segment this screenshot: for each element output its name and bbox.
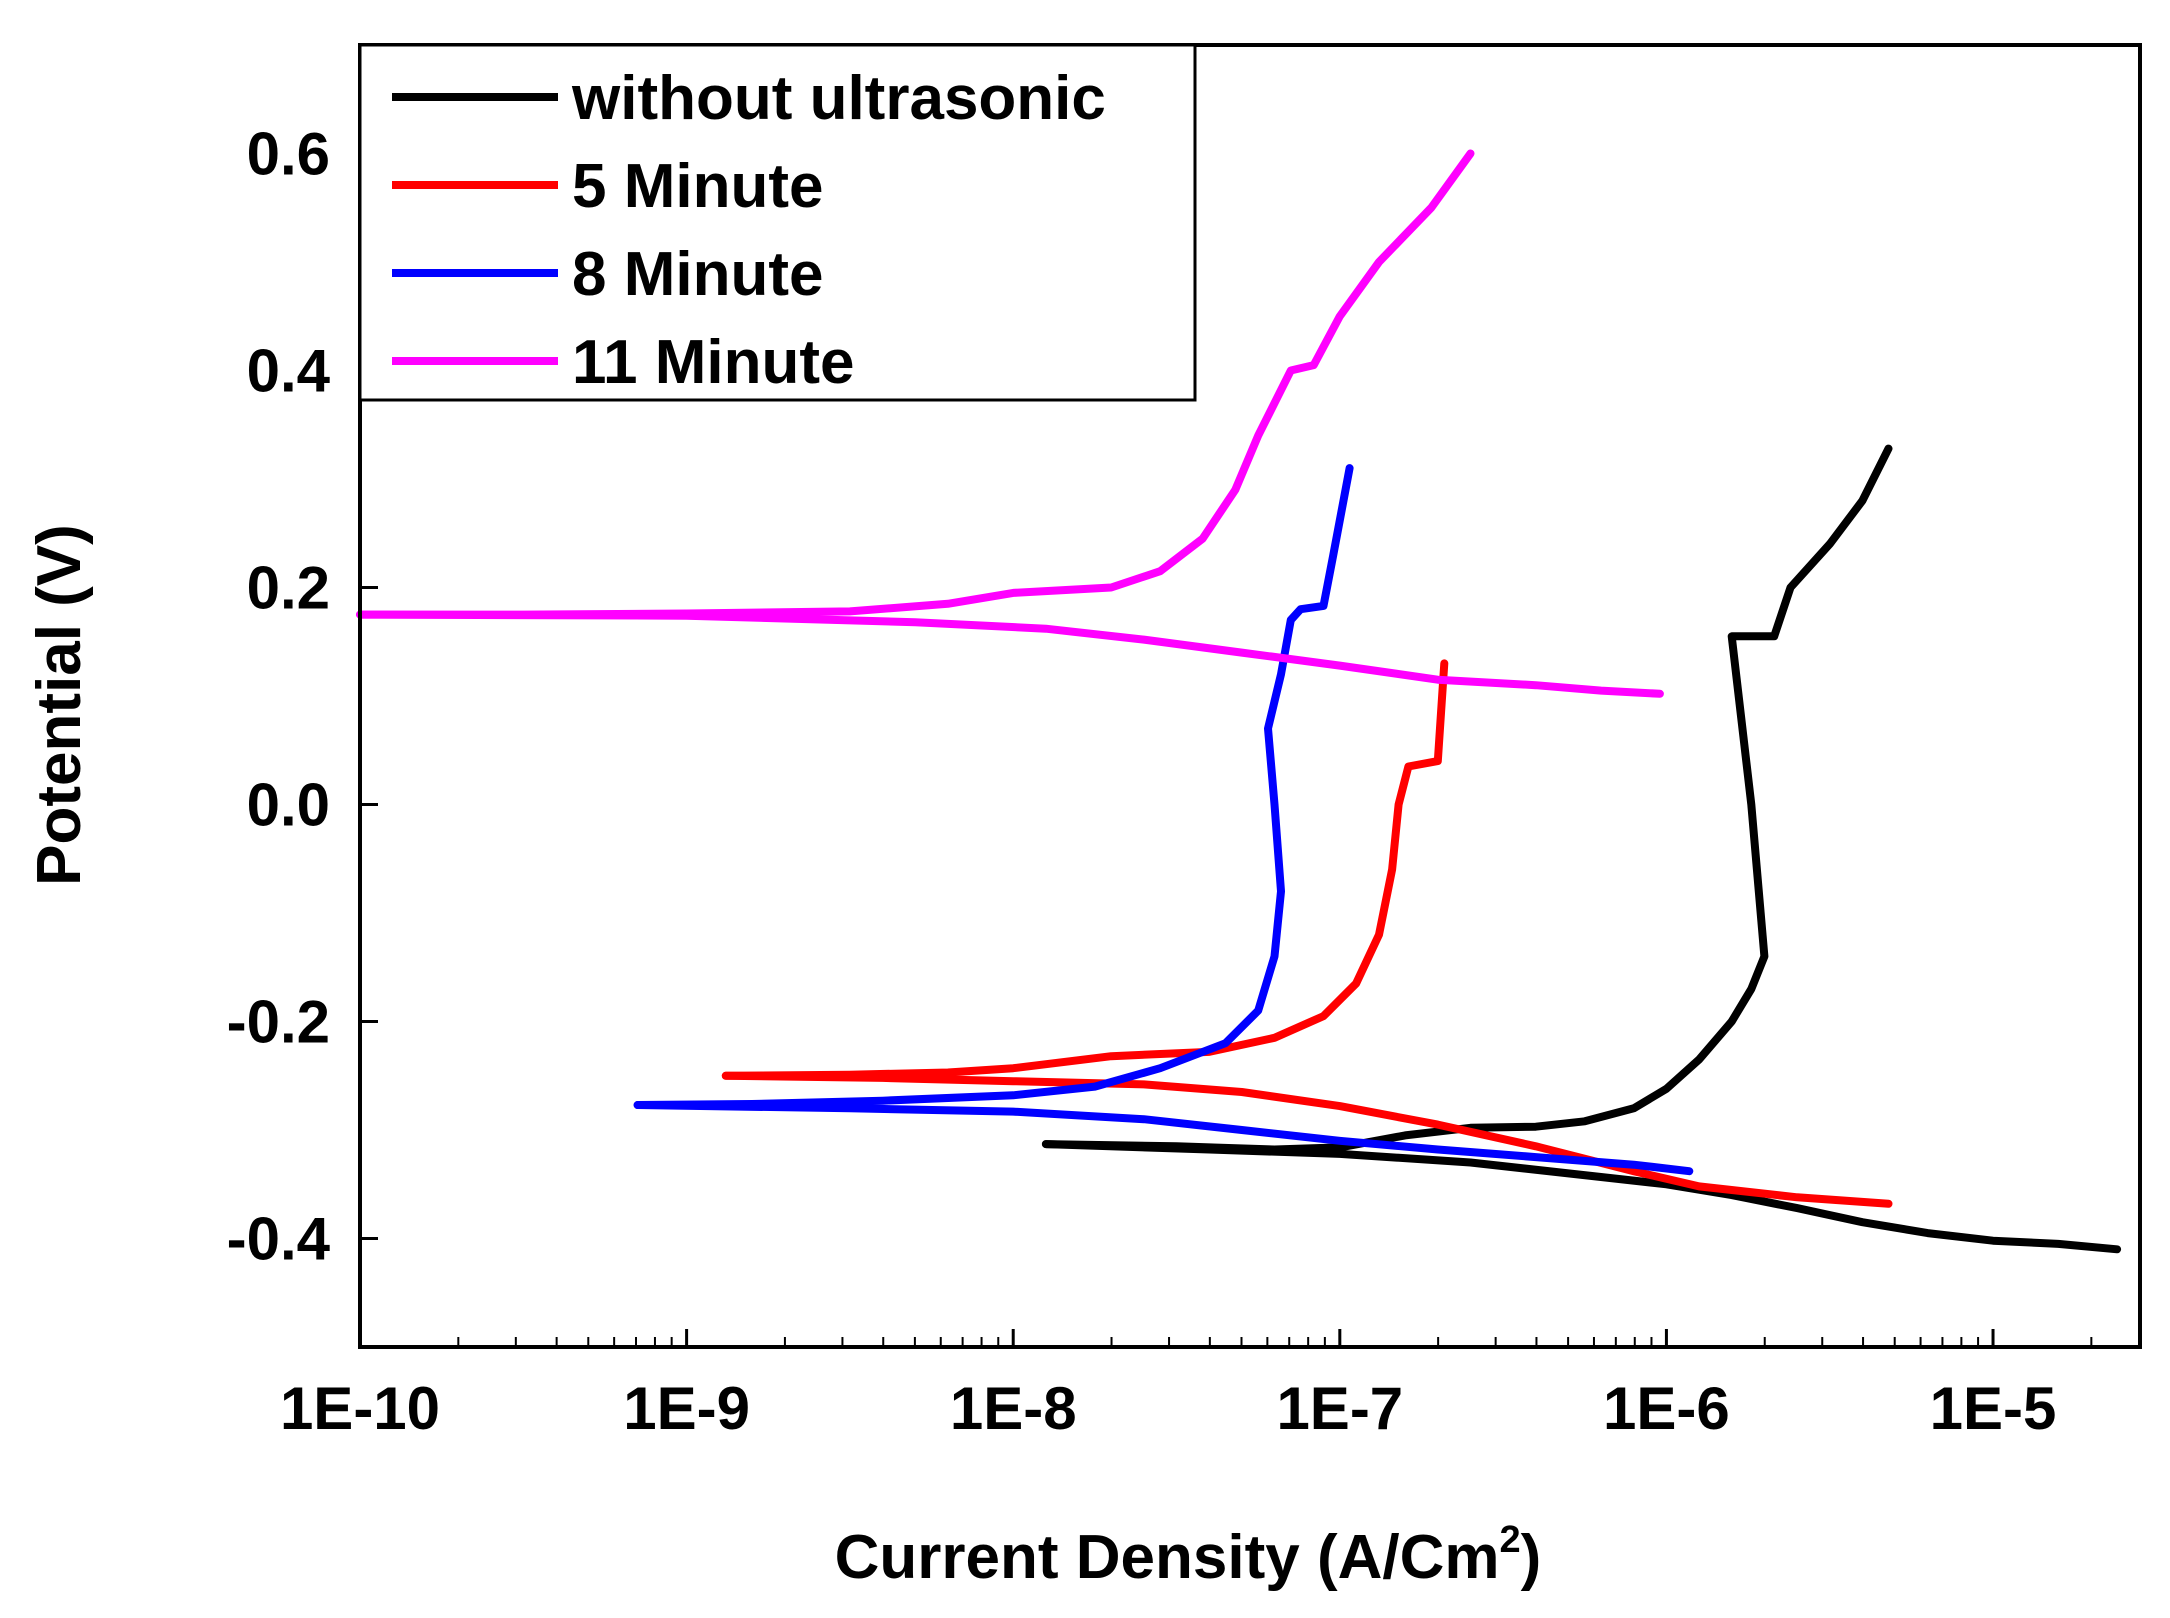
legend-box: [358, 43, 1197, 402]
x-tick-label: 1E-9: [623, 1375, 750, 1442]
legend-label: 5 Minute: [572, 152, 823, 221]
x-tick-label: 1E-10: [280, 1375, 440, 1442]
x-tick-label: 1E-8: [950, 1375, 1077, 1442]
series-line-7: [356, 610, 1664, 698]
plot-frame: [358, 43, 2142, 1349]
legend-label: without ultrasonic: [571, 64, 1106, 133]
ticks-layer: 1E-10 1E-9 1E-8 1E-7 1E-6 1E-5 -0.4 -0.2 0.0 0.2 0…: [227, 121, 2093, 1442]
y-tick-label: 0.6: [247, 121, 330, 188]
x-axis-title-superscript: 2: [1500, 1519, 1521, 1561]
y-axis-title: Potential (V): [25, 524, 94, 886]
x-axis-title-end: ): [1521, 1523, 1542, 1592]
y-tick-label: 0.2: [247, 555, 330, 622]
x-axis-title-main: Current Density (A/Cm: [835, 1523, 1500, 1592]
legend-label: 11 Minute: [572, 328, 855, 397]
legend: without ultrasonic 5 Minute 8 Minute 11 Min…: [358, 43, 1197, 402]
y-tick-label: 0.4: [247, 338, 331, 405]
x-tick-label: 1E-7: [1276, 1375, 1403, 1442]
series-line-2: [721, 659, 1449, 1080]
x-tick-label: 1E-6: [1603, 1375, 1730, 1442]
series-line-4: [633, 464, 1354, 1109]
series-line-3: [721, 1071, 1893, 1208]
y-tick-label: 0.0: [247, 772, 330, 839]
y-tick-label: -0.4: [227, 1206, 331, 1273]
series-line-6: [356, 149, 1475, 619]
x-axis-title: Current Density (A/Cm2): [835, 1519, 1542, 1592]
series-line-5: [633, 1101, 1694, 1176]
x-tick-label: 1E-5: [1930, 1375, 2057, 1442]
legend-label: 8 Minute: [572, 240, 823, 309]
series-line-1: [1041, 1140, 2122, 1254]
series-layer: [356, 149, 2122, 1254]
y-tick-label: -0.2: [227, 989, 330, 1056]
